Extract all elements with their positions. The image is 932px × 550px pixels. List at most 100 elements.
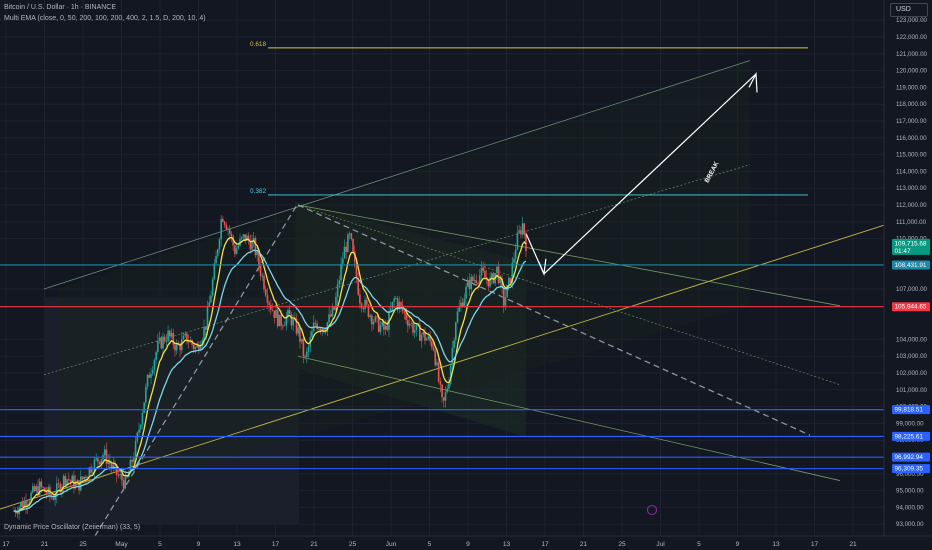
- price-tick-label: 115,000.00: [896, 152, 927, 159]
- candle-body: [256, 251, 258, 256]
- descending-dashed-line: [297, 204, 811, 436]
- candle-body: [129, 459, 132, 473]
- candle-body: [210, 295, 212, 303]
- candle-body: [73, 475, 75, 489]
- candle-body: [240, 237, 243, 239]
- time-axis-bg: [0, 536, 932, 550]
- candle-body: [157, 340, 159, 353]
- candle-body: [340, 263, 342, 281]
- candle-body: [497, 266, 500, 284]
- candle-body: [20, 502, 22, 508]
- price-tag-countdown: 01:47: [895, 248, 911, 255]
- candle-body: [341, 258, 344, 264]
- indicator-legend[interactable]: Multi EMA (close, 0, 50, 200, 100, 200, …: [4, 15, 206, 22]
- channel-shading: [44, 60, 751, 525]
- candle-body: [251, 240, 253, 250]
- candle-body: [33, 486, 36, 492]
- breakout-arrow: [543, 73, 757, 275]
- candle-body: [338, 280, 341, 285]
- candle-body: [276, 310, 279, 327]
- time-tick-label: 5: [158, 541, 162, 548]
- candle-body: [179, 344, 181, 351]
- candle-body: [463, 298, 466, 307]
- candle-body: [54, 496, 56, 500]
- price-tick-label: 118,000.00: [896, 101, 927, 108]
- candle-body: [386, 325, 389, 330]
- candle-body: [290, 314, 293, 326]
- candle-body: [287, 309, 289, 317]
- event-icon[interactable]: [647, 505, 657, 515]
- candle-body: [480, 267, 483, 276]
- candle-body: [446, 388, 449, 393]
- candle-body: [115, 464, 118, 476]
- candle-body: [143, 402, 145, 414]
- candle-body: [16, 513, 19, 515]
- candle-body: [280, 314, 282, 326]
- candle-body: [165, 340, 168, 342]
- candle-body: [45, 492, 48, 495]
- price-tick-label: 117,000.00: [896, 118, 927, 125]
- candle-body: [393, 298, 395, 302]
- candle-body: [403, 311, 406, 314]
- time-tick-label: Jun: [386, 541, 397, 548]
- candle-body: [64, 476, 67, 485]
- candle-body: [324, 331, 327, 333]
- time-tick-label: 25: [79, 541, 87, 548]
- ema-slow-line: [13, 249, 527, 513]
- ema-lines: [13, 236, 527, 513]
- candle-body: [242, 234, 245, 238]
- candle-body: [88, 467, 91, 478]
- candle-body: [331, 307, 334, 317]
- time-tick-label: May: [115, 541, 128, 548]
- oscillator-label[interactable]: Dynamic Price Oscillator (Zeiierman) (33…: [4, 524, 141, 531]
- candle-body: [304, 355, 306, 357]
- candle-body: [249, 240, 252, 250]
- candle-body: [98, 461, 101, 465]
- candle-body: [329, 314, 332, 317]
- candle-body: [150, 373, 152, 378]
- candle-body: [239, 238, 241, 246]
- candle-body: [335, 296, 337, 310]
- candle-body: [227, 229, 229, 230]
- candle-body: [163, 336, 166, 342]
- time-tick-label: 21: [580, 541, 588, 548]
- candle-body: [259, 265, 262, 277]
- time-tick-label: 9: [466, 541, 470, 548]
- candle-body: [204, 326, 207, 330]
- candle-body: [174, 344, 176, 351]
- candle-body: [353, 251, 356, 262]
- symbol-title[interactable]: Bitcoin / U.S. Dollar · 1h · BINANCE: [4, 4, 117, 11]
- candle-body: [395, 298, 397, 300]
- candle-body: [379, 325, 382, 332]
- candle-body: [133, 457, 135, 462]
- price-tick-label: 102,000.00: [896, 370, 928, 377]
- candle-body: [288, 309, 291, 315]
- candle-body: [69, 480, 72, 482]
- candle-body: [203, 326, 205, 341]
- candle-body: [432, 347, 435, 351]
- candle-body: [57, 483, 60, 485]
- candle-body: [478, 275, 481, 284]
- price-axis[interactable]: 123,000.00 122,000.00 121,000.00 120,000.00…: [883, 0, 932, 550]
- candle-body: [429, 336, 431, 342]
- candle-body: [74, 481, 77, 489]
- candle-body: [506, 284, 508, 298]
- candle-body: [196, 344, 199, 348]
- candle-body: [199, 345, 202, 351]
- time-axis[interactable]: 17 21 25 May 5 9 13 17 21 25 Jun 5 9 13 17 21 25 Jul 5 9 13 1…: [0, 535, 932, 550]
- currency-button[interactable]: USD: [890, 3, 928, 17]
- candle-body: [237, 245, 240, 249]
- time-tick-label: 21: [310, 541, 318, 548]
- support-lines[interactable]: [0, 264, 884, 470]
- candle-body: [37, 486, 39, 496]
- candle-body: [302, 338, 305, 356]
- candle-body: [514, 249, 517, 259]
- candle-body: [146, 374, 149, 387]
- candle-body: [374, 316, 377, 322]
- price-tag-label: 105,944.65: [895, 304, 927, 311]
- candle-body: [192, 344, 195, 350]
- candle-body: [42, 487, 44, 488]
- candle-body: [465, 286, 467, 299]
- price-tick-label: 116,000.00: [896, 135, 927, 142]
